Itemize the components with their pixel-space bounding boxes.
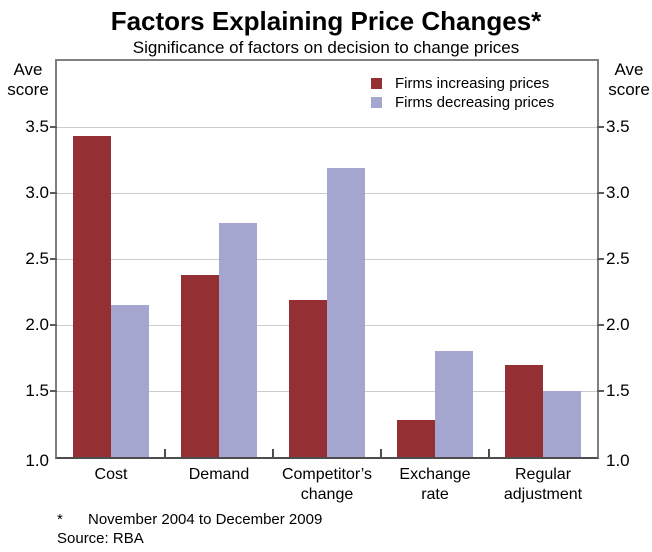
y-axis-tick-label-right: 1.5	[606, 381, 630, 400]
bar-increasing	[289, 299, 327, 457]
y-axis-tick-right	[597, 126, 604, 128]
x-axis-category-label: Exchange rate	[399, 466, 471, 503]
y-axis-tick-right	[597, 258, 604, 260]
x-axis-tick	[272, 449, 274, 457]
bar-increasing	[73, 136, 111, 457]
chart-title: Factors Explaining Price Changes*	[110, 6, 542, 36]
y-axis-tick-label-left: 3.0	[25, 183, 49, 202]
y-axis-tick-label-left: 2.0	[25, 315, 49, 334]
bar-decreasing	[543, 391, 581, 457]
x-axis-tick	[164, 449, 166, 457]
y-axis-tick-left	[50, 258, 57, 260]
y-axis-tick-left	[50, 324, 57, 326]
y-axis-tick-left	[50, 192, 57, 194]
plot-area: Ave score Ave score Firms increasing pri…	[7, 59, 650, 503]
x-axis-category-label: Competitor’s change	[281, 466, 373, 503]
x-axis-category-label: Demand	[188, 466, 250, 483]
legend-label: Firms increasing prices	[395, 75, 550, 92]
legend-swatch-icon	[371, 78, 382, 89]
y-axis-tick-right	[597, 390, 604, 392]
y-axis-tick-left	[50, 390, 57, 392]
y-axis-tick-right	[597, 192, 604, 194]
y-axis-tick-label-right: 2.0	[606, 315, 630, 334]
y-axis-label-left: Ave score	[7, 60, 49, 99]
y-axis-label-right: Ave score	[608, 60, 650, 99]
x-axis-category-label: Cost	[94, 466, 128, 483]
y-axis-tick-label-right: 3.5	[606, 117, 630, 136]
bar-decreasing	[111, 305, 149, 457]
bar-increasing	[181, 274, 219, 457]
y-axis-tick-left	[50, 126, 57, 128]
bar-decreasing	[219, 223, 257, 457]
x-axis-tick	[380, 449, 382, 457]
footnote-marker: *	[57, 511, 63, 528]
y-axis-tick-label-right: 3.0	[606, 183, 630, 202]
x-axis-tick	[488, 449, 490, 457]
y-axis-tick-label-right: 2.5	[606, 249, 630, 268]
y-axis-tick-label-left: 2.5	[25, 249, 49, 268]
bar-increasing	[505, 364, 543, 457]
footnote: * November 2004 to December 2009	[57, 511, 322, 528]
legend-swatch-icon	[371, 97, 382, 108]
y-axis-tick-label-right: 1.0	[606, 451, 630, 470]
chart-subtitle: Significance of factors on decision to c…	[132, 38, 520, 57]
gridline	[57, 126, 597, 128]
y-axis-tick-label-left: 3.5	[25, 117, 49, 136]
legend: Firms increasing prices Firms decreasing …	[371, 74, 554, 112]
legend-item: Firms decreasing prices	[371, 93, 554, 112]
bar-decreasing	[435, 351, 473, 457]
bar-decreasing	[327, 167, 365, 457]
footnote-text: November 2004 to December 2009	[88, 511, 323, 528]
y-axis-tick-right	[597, 324, 604, 326]
y-axis-tick-label-left: 1.5	[25, 381, 49, 400]
bar-increasing	[397, 420, 435, 457]
x-axis-category-label: Regular adjustment	[503, 466, 583, 503]
legend-item: Firms increasing prices	[371, 74, 554, 93]
y-axis-tick-label-left: 1.0	[25, 451, 49, 470]
source-note: Source: RBA	[57, 530, 144, 547]
legend-label: Firms decreasing prices	[395, 94, 555, 111]
